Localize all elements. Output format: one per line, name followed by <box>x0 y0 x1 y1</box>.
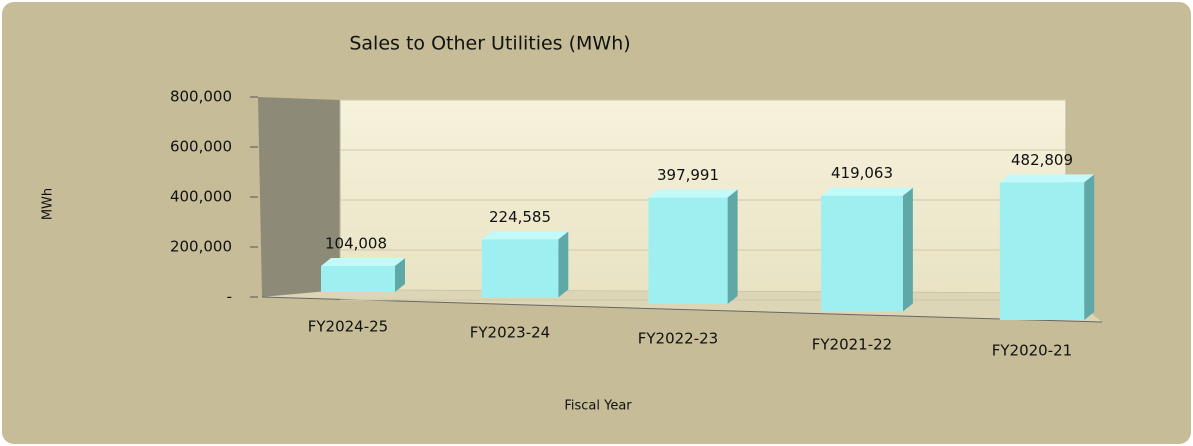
bar-top <box>999 174 1095 183</box>
y-tick-label: 800,000 <box>170 88 232 106</box>
y-tick-label: 400,000 <box>170 188 232 206</box>
bar-front <box>999 182 1085 320</box>
x-tick-label: FY2022-23 <box>638 330 718 348</box>
bar-side <box>395 257 405 292</box>
bar-side <box>558 231 569 298</box>
data-label: 482,809 <box>1011 151 1073 169</box>
bar-front <box>481 239 559 298</box>
bar-top <box>481 231 569 240</box>
chart-title: Sales to Other Utilities (MWh) <box>349 33 630 55</box>
bar-top <box>648 189 738 198</box>
bar <box>481 231 569 298</box>
data-label: 419,063 <box>831 164 893 182</box>
x-tick-label: FY2021-22 <box>812 336 892 354</box>
x-axis-label: Fiscal Year <box>564 399 632 414</box>
data-label: 104,008 <box>325 234 387 252</box>
bar <box>821 187 913 312</box>
y-tick-label: 200,000 <box>170 238 232 256</box>
bar-top <box>321 257 405 266</box>
bar-side <box>727 189 738 304</box>
data-label: 224,585 <box>489 208 551 226</box>
x-tick-label: FY2023-24 <box>470 324 550 342</box>
side-wall <box>258 97 340 297</box>
y-tick-label: - <box>227 288 232 306</box>
bar <box>648 189 738 304</box>
bar-side <box>902 187 913 312</box>
bar <box>999 174 1095 320</box>
x-tick-label: FY2024-25 <box>308 318 388 336</box>
bar <box>321 257 405 292</box>
bar-side <box>1084 174 1095 320</box>
bar-front <box>821 195 903 312</box>
data-label: 397,991 <box>657 166 719 184</box>
bar-front <box>321 265 395 292</box>
bar-top <box>821 187 913 196</box>
y-axis-label: MWh <box>41 188 56 220</box>
bar-front <box>648 197 728 304</box>
x-tick-label: FY2020-21 <box>992 342 1072 360</box>
y-tick-label: 600,000 <box>170 138 232 156</box>
floor-edge <box>261 296 1103 323</box>
